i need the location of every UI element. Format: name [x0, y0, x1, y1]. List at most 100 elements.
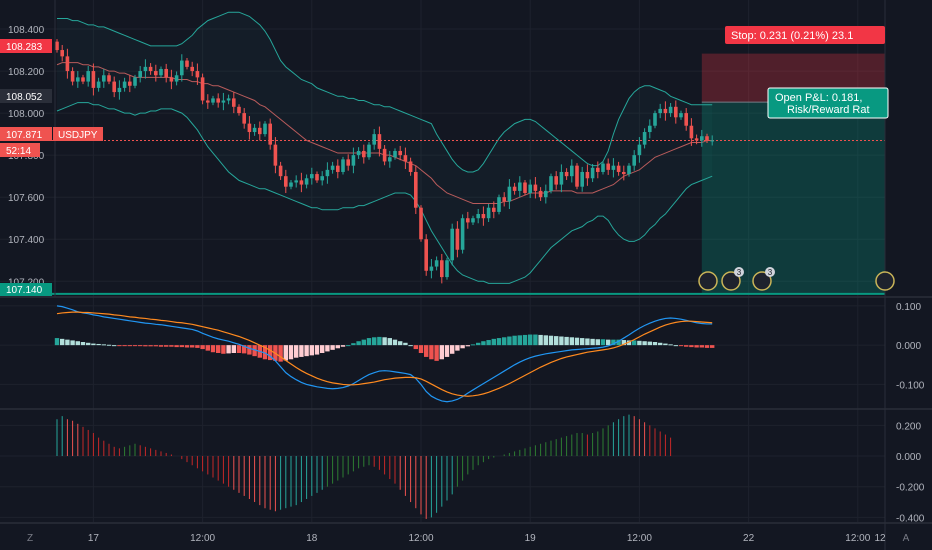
candle[interactable]	[263, 121, 267, 137]
candles[interactable]	[55, 39, 714, 284]
position-labels[interactable]: Stop: 0.231 (0.21%) 23.1 Open P&L: 0.181…	[725, 26, 889, 119]
candle[interactable]	[273, 137, 278, 174]
candle[interactable]	[502, 192, 506, 207]
candle[interactable]	[320, 171, 324, 186]
candle[interactable]	[86, 66, 90, 87]
candle[interactable]	[76, 71, 80, 88]
candle[interactable]	[315, 171, 319, 183]
candle[interactable]	[658, 103, 662, 119]
candle[interactable]	[596, 161, 600, 179]
candle[interactable]	[195, 63, 200, 85]
candle[interactable]	[60, 44, 64, 62]
candle[interactable]	[679, 110, 683, 120]
candle[interactable]	[445, 257, 449, 280]
candle[interactable]	[611, 158, 616, 178]
candle[interactable]	[590, 163, 595, 183]
candle[interactable]	[336, 159, 340, 179]
candle[interactable]	[533, 177, 538, 199]
candle[interactable]	[492, 201, 496, 219]
candle[interactable]	[341, 156, 345, 175]
profit-zone[interactable]	[701, 102, 885, 294]
candle[interactable]	[226, 94, 231, 105]
candle[interactable]	[663, 101, 668, 121]
candle[interactable]	[450, 223, 454, 266]
candle[interactable]	[466, 211, 470, 229]
candle[interactable]	[538, 187, 543, 201]
candle[interactable]	[102, 68, 106, 88]
candle[interactable]	[221, 92, 226, 111]
candle[interactable]	[414, 165, 418, 215]
candle[interactable]	[237, 104, 241, 116]
candle[interactable]	[564, 168, 569, 180]
candle[interactable]	[429, 259, 434, 279]
candle[interactable]	[637, 137, 642, 163]
candle[interactable]	[554, 171, 558, 190]
candle[interactable]	[299, 172, 304, 193]
candle[interactable]	[570, 159, 574, 183]
candle[interactable]	[549, 173, 553, 194]
candle[interactable]	[138, 66, 142, 83]
candle[interactable]	[424, 234, 428, 276]
candle[interactable]	[81, 74, 85, 85]
candle[interactable]	[122, 77, 127, 92]
candle[interactable]	[185, 58, 189, 70]
candle[interactable]	[403, 147, 408, 170]
candle[interactable]	[164, 63, 168, 83]
candle[interactable]	[471, 215, 475, 225]
candle[interactable]	[632, 150, 636, 171]
candle[interactable]	[523, 179, 527, 196]
candle[interactable]	[575, 163, 579, 190]
timezone-icon[interactable]: Z	[27, 533, 33, 544]
stop-label-box[interactable]	[725, 26, 885, 44]
candle[interactable]	[154, 64, 158, 82]
candle[interactable]	[96, 77, 101, 92]
candle[interactable]	[705, 133, 709, 143]
candle[interactable]	[388, 150, 392, 168]
candle[interactable]	[419, 205, 423, 242]
candle[interactable]	[528, 179, 532, 199]
candle[interactable]	[211, 95, 215, 106]
candle[interactable]	[518, 176, 522, 198]
candle[interactable]	[159, 66, 163, 78]
candle[interactable]	[559, 164, 564, 193]
candle[interactable]	[310, 167, 314, 185]
candle[interactable]	[367, 142, 371, 160]
candle[interactable]	[668, 103, 673, 117]
candle[interactable]	[648, 119, 652, 139]
candle[interactable]	[117, 80, 122, 100]
candle[interactable]	[434, 256, 439, 271]
candle[interactable]	[710, 135, 714, 146]
candle[interactable]	[325, 162, 330, 184]
candle[interactable]	[180, 54, 184, 82]
candle[interactable]	[70, 67, 75, 86]
candle[interactable]	[289, 179, 293, 190]
candle[interactable]	[700, 129, 704, 147]
candle[interactable]	[65, 48, 70, 79]
candle[interactable]	[606, 158, 610, 175]
candle[interactable]	[107, 72, 111, 85]
candle[interactable]	[278, 161, 283, 180]
corner-icons[interactable]: Z A	[27, 533, 910, 544]
candle[interactable]	[455, 221, 460, 258]
candle[interactable]	[460, 214, 465, 254]
candle[interactable]	[232, 92, 236, 114]
auto-scale-icon[interactable]: A	[903, 533, 910, 544]
event-flag-icon[interactable]	[752, 271, 772, 291]
candle[interactable]	[601, 161, 605, 175]
event-flag-icon[interactable]	[875, 271, 895, 291]
candle[interactable]	[627, 163, 631, 177]
candle[interactable]	[486, 203, 491, 223]
candle[interactable]	[128, 75, 132, 93]
candle[interactable]	[684, 108, 688, 131]
candle[interactable]	[330, 161, 335, 174]
candle[interactable]	[544, 184, 548, 204]
candle[interactable]	[507, 179, 512, 209]
candle[interactable]	[512, 182, 517, 195]
candle[interactable]	[148, 63, 153, 75]
candle[interactable]	[133, 74, 137, 89]
candle[interactable]	[242, 108, 246, 129]
candle[interactable]	[169, 69, 174, 90]
candle[interactable]	[174, 71, 179, 86]
candle[interactable]	[674, 100, 678, 124]
candle[interactable]	[408, 157, 413, 176]
